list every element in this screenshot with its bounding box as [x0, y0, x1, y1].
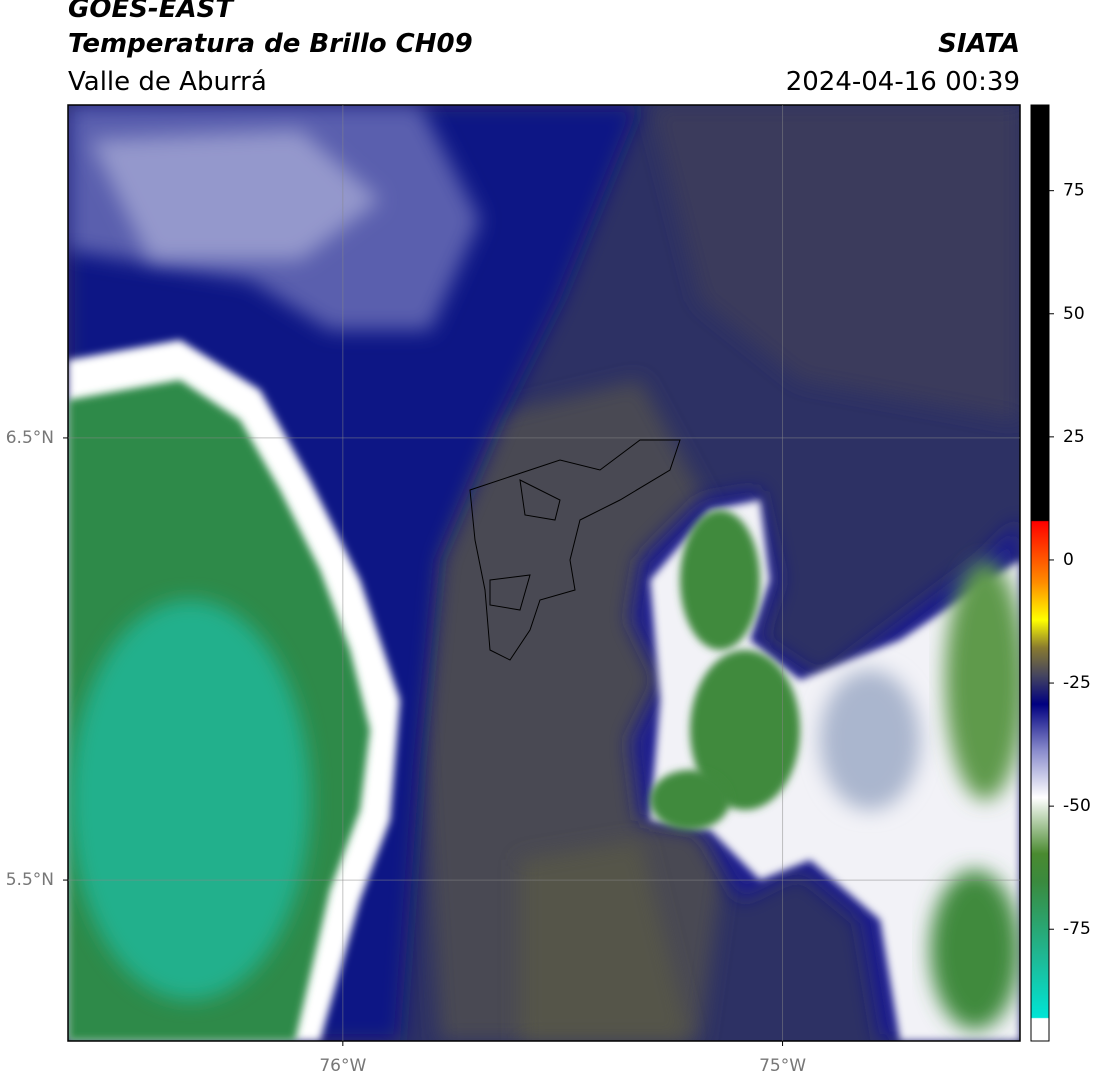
y-tick-label: 6.5°N	[6, 428, 54, 448]
colorbar-tick-label: 0	[1063, 550, 1074, 570]
y-tick-label: 5.5°N	[6, 870, 54, 890]
region: Valle de Aburrá	[68, 67, 267, 97]
colorbar-tick-label: 50	[1063, 304, 1085, 324]
colorbar-tick-label: -50	[1063, 796, 1091, 816]
satellite-image	[68, 105, 1020, 1041]
colorbar	[1030, 104, 1050, 1042]
colorbar-tick-label: 25	[1063, 427, 1085, 447]
colorbar-tick-label: -25	[1063, 673, 1091, 693]
title: GOES-EAST	[68, 0, 234, 24]
map-frame	[67, 104, 1021, 1042]
colorbar-tick-label: 75	[1063, 181, 1085, 201]
datetime: 2024-04-16 00:39	[785, 67, 1020, 97]
x-tick-label: 75°W	[759, 1056, 806, 1076]
colorbar-tick-label: -75	[1063, 919, 1091, 939]
x-tick-label: 76°W	[319, 1056, 366, 1076]
subtitle: Temperatura de Brillo CH09	[68, 29, 473, 59]
source: SIATA	[938, 29, 1020, 59]
municipal-boundaries	[469, 439, 681, 661]
